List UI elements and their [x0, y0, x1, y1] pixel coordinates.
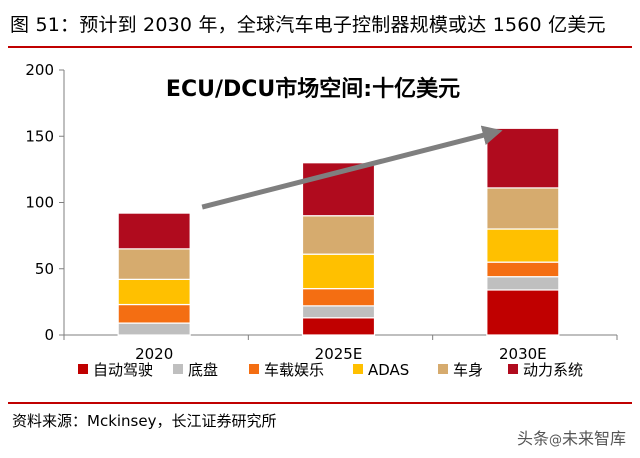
y-tick-label: 100 — [25, 194, 54, 212]
y-tick-label: 200 — [25, 61, 54, 79]
stacked-bar-chart: 0 50 100 150 200 2020 2025E 2030E ECU/DCU市场空间:… — [25, 61, 618, 379]
legend-label: 车载娱乐 — [264, 361, 324, 379]
y-tick-label: 50 — [35, 260, 54, 278]
trend-arrow — [201, 125, 503, 210]
title-divider — [8, 46, 632, 48]
bar-segment — [301, 305, 376, 319]
legend-swatch — [173, 364, 183, 374]
x-tick-label: 2020 — [135, 345, 173, 363]
bar-segment — [301, 317, 376, 336]
bar-segment — [486, 261, 560, 278]
x-tick-label: 2025E — [315, 345, 363, 363]
source-note: 资料来源：Mckinsey，长江证券研究所 — [12, 412, 277, 430]
bar-segment — [486, 289, 560, 336]
legend-label: 底盘 — [188, 361, 218, 379]
y-tick-label: 0 — [44, 326, 54, 344]
bar-segment — [117, 278, 191, 306]
bar-segment — [301, 288, 376, 307]
legend-swatch — [78, 364, 88, 374]
bar-segment — [301, 215, 376, 255]
bar-segment — [117, 303, 191, 324]
figure-title: 图 51：预计到 2030 年，全球汽车电子控制器规模或达 1560 亿美元 — [10, 14, 606, 36]
watermark-at: @ — [548, 433, 562, 448]
bar-segment — [117, 322, 191, 336]
watermark-name: 未来智库 — [561, 429, 626, 448]
bar-segment — [486, 228, 560, 263]
legend-swatch — [508, 364, 518, 374]
legend-label: 车身 — [453, 361, 483, 379]
bar-segment — [117, 212, 191, 250]
bar-segment — [486, 276, 560, 291]
legend-label: 动力系统 — [523, 361, 583, 379]
legend-label: 自动驾驶 — [93, 361, 153, 379]
x-tick-label: 2030E — [499, 345, 547, 363]
legend-swatch — [249, 364, 259, 374]
bar-segment — [486, 127, 560, 189]
watermark: 头条@未来智库 — [517, 427, 626, 451]
y-tick-label: 150 — [25, 127, 54, 145]
legend-label: ADAS — [368, 361, 409, 379]
legend-swatch — [438, 364, 448, 374]
watermark-prefix: 头条 — [516, 429, 549, 448]
bar-segment — [117, 248, 191, 280]
bar-segment — [301, 253, 376, 290]
bar-segment — [486, 187, 560, 230]
chart-title: ECU/DCU市场空间:十亿美元 — [166, 76, 460, 102]
legend-swatch — [353, 364, 363, 374]
source-divider — [8, 402, 632, 404]
